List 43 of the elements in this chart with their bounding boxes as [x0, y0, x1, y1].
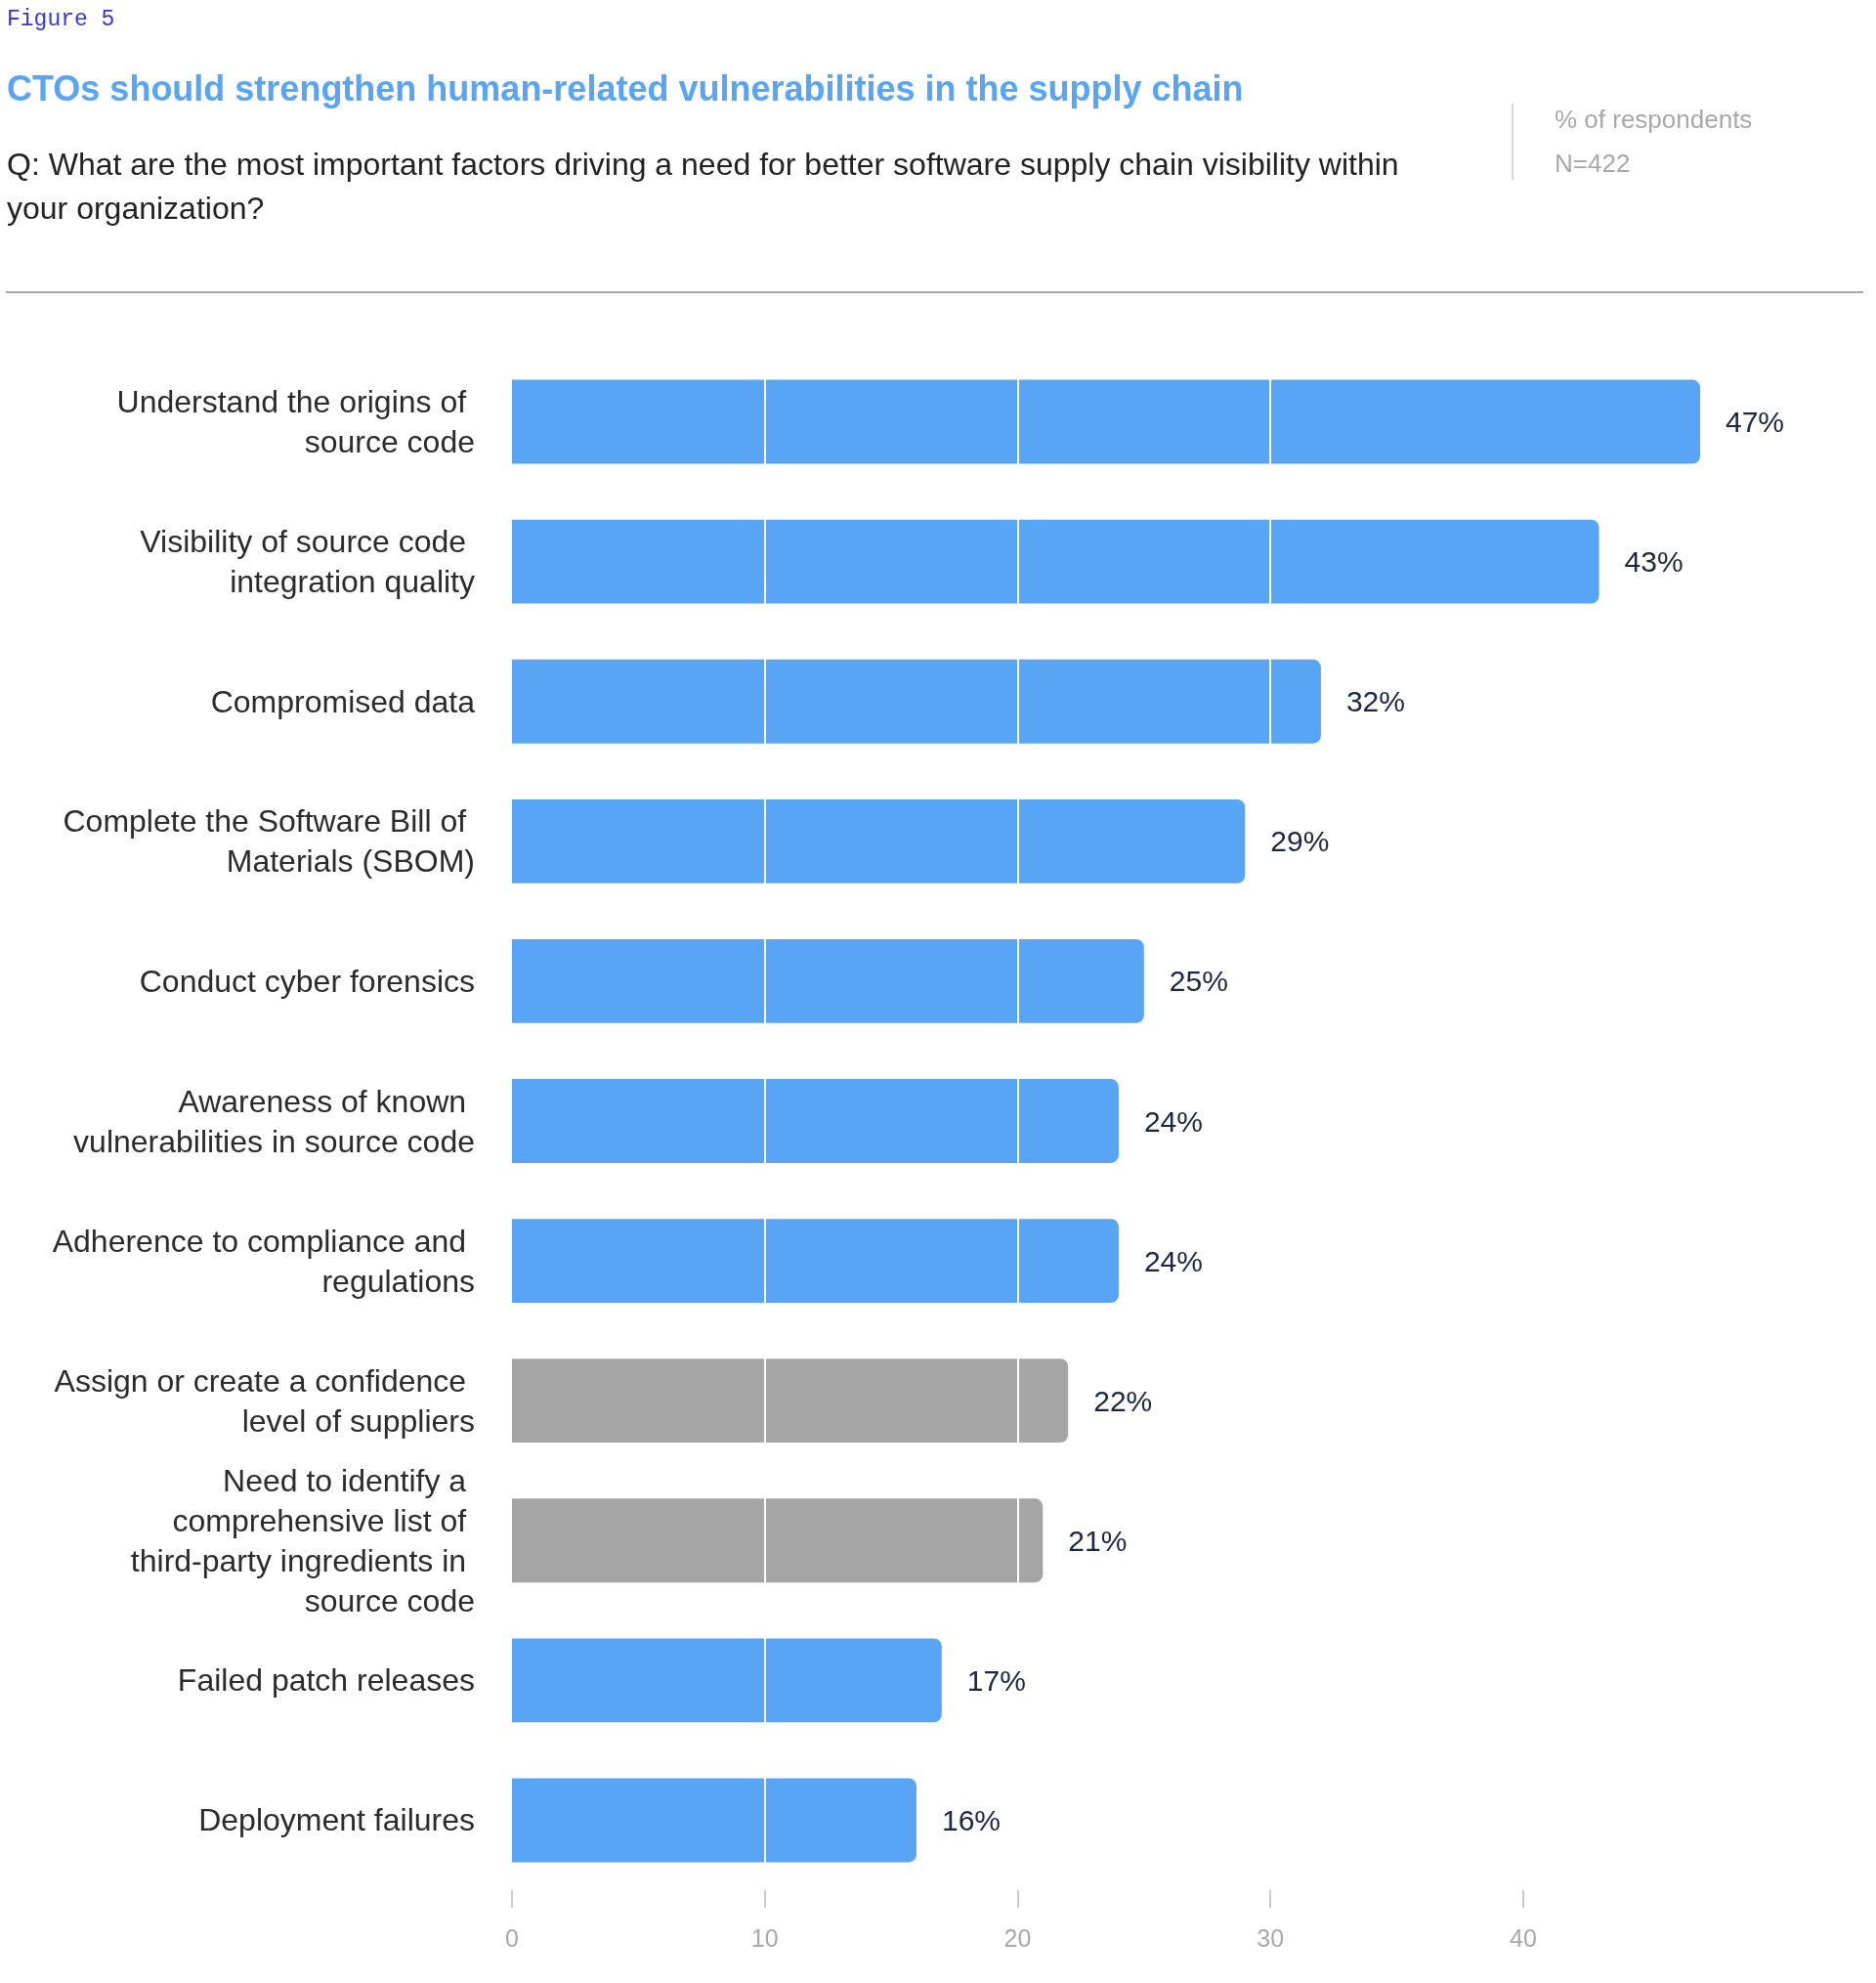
- caption: Figure 5: [7, 6, 115, 33]
- data-label: 29%: [1270, 825, 1330, 858]
- bar: [512, 1638, 942, 1723]
- text: N=422: [1555, 148, 1632, 180]
- x-tick-label: 0: [505, 1923, 519, 1952]
- y-tick-label: Awareness of known vulnerabilities in source code: [73, 1083, 475, 1159]
- y-tick-label: Assign or create a confidence level of suppliers: [54, 1362, 475, 1439]
- data-label: 32%: [1345, 685, 1405, 718]
- bar: [512, 1079, 1119, 1163]
- chart-title: CTOs should strengthen human-related vulnerabilities in the supply chain: [7, 68, 1244, 109]
- data-label: 17%: [966, 1663, 1026, 1697]
- y-tick-label: Visibility of source code integration quality: [140, 524, 475, 600]
- y-tick-label: Failed patch releases: [177, 1662, 475, 1699]
- y-tick-label: Need to identify a comprehensive list of third-party ingredients in source code: [130, 1462, 475, 1618]
- bar: [512, 379, 1700, 464]
- y-tick-label: Conduct cyber forensics: [139, 963, 475, 999]
- data-label: 21%: [1068, 1524, 1128, 1557]
- x-tick-label: 20: [1003, 1923, 1032, 1952]
- y-tick-label: Deployment failures: [198, 1802, 475, 1838]
- data-label: 24%: [1143, 1244, 1203, 1277]
- bar: [512, 519, 1599, 604]
- bar: [512, 938, 1144, 1023]
- data-label: 25%: [1169, 965, 1228, 998]
- bar: [512, 798, 1246, 884]
- data-label: 22%: [1093, 1384, 1153, 1417]
- data-label: 43%: [1624, 545, 1684, 579]
- y-tick-label: Compromised data: [210, 683, 476, 719]
- y-tick-label: Adherence to compliance and regulations: [52, 1223, 475, 1299]
- x-tick-label: 10: [750, 1923, 779, 1952]
- bar: [512, 1778, 917, 1863]
- bar: [512, 1219, 1119, 1304]
- x-tick-label: 40: [1509, 1923, 1537, 1952]
- data-label: 24%: [1143, 1104, 1203, 1138]
- bar: [512, 659, 1321, 744]
- bar: [512, 1358, 1069, 1444]
- x-tick-label: 30: [1257, 1923, 1285, 1952]
- y-tick-label: Understand the origins of source code: [116, 384, 475, 460]
- data-label: 16%: [941, 1803, 1001, 1836]
- bar: [512, 1498, 1044, 1583]
- data-label: 47%: [1726, 406, 1785, 439]
- y-tick-label: Complete the Software Bill of Materials (SBOM): [63, 803, 475, 880]
- text: % of respondents: [1555, 104, 1753, 136]
- chart-subtitle: Q: What are the most important factors driving a need for better software supply chain visibility within your organization?: [7, 146, 1400, 228]
